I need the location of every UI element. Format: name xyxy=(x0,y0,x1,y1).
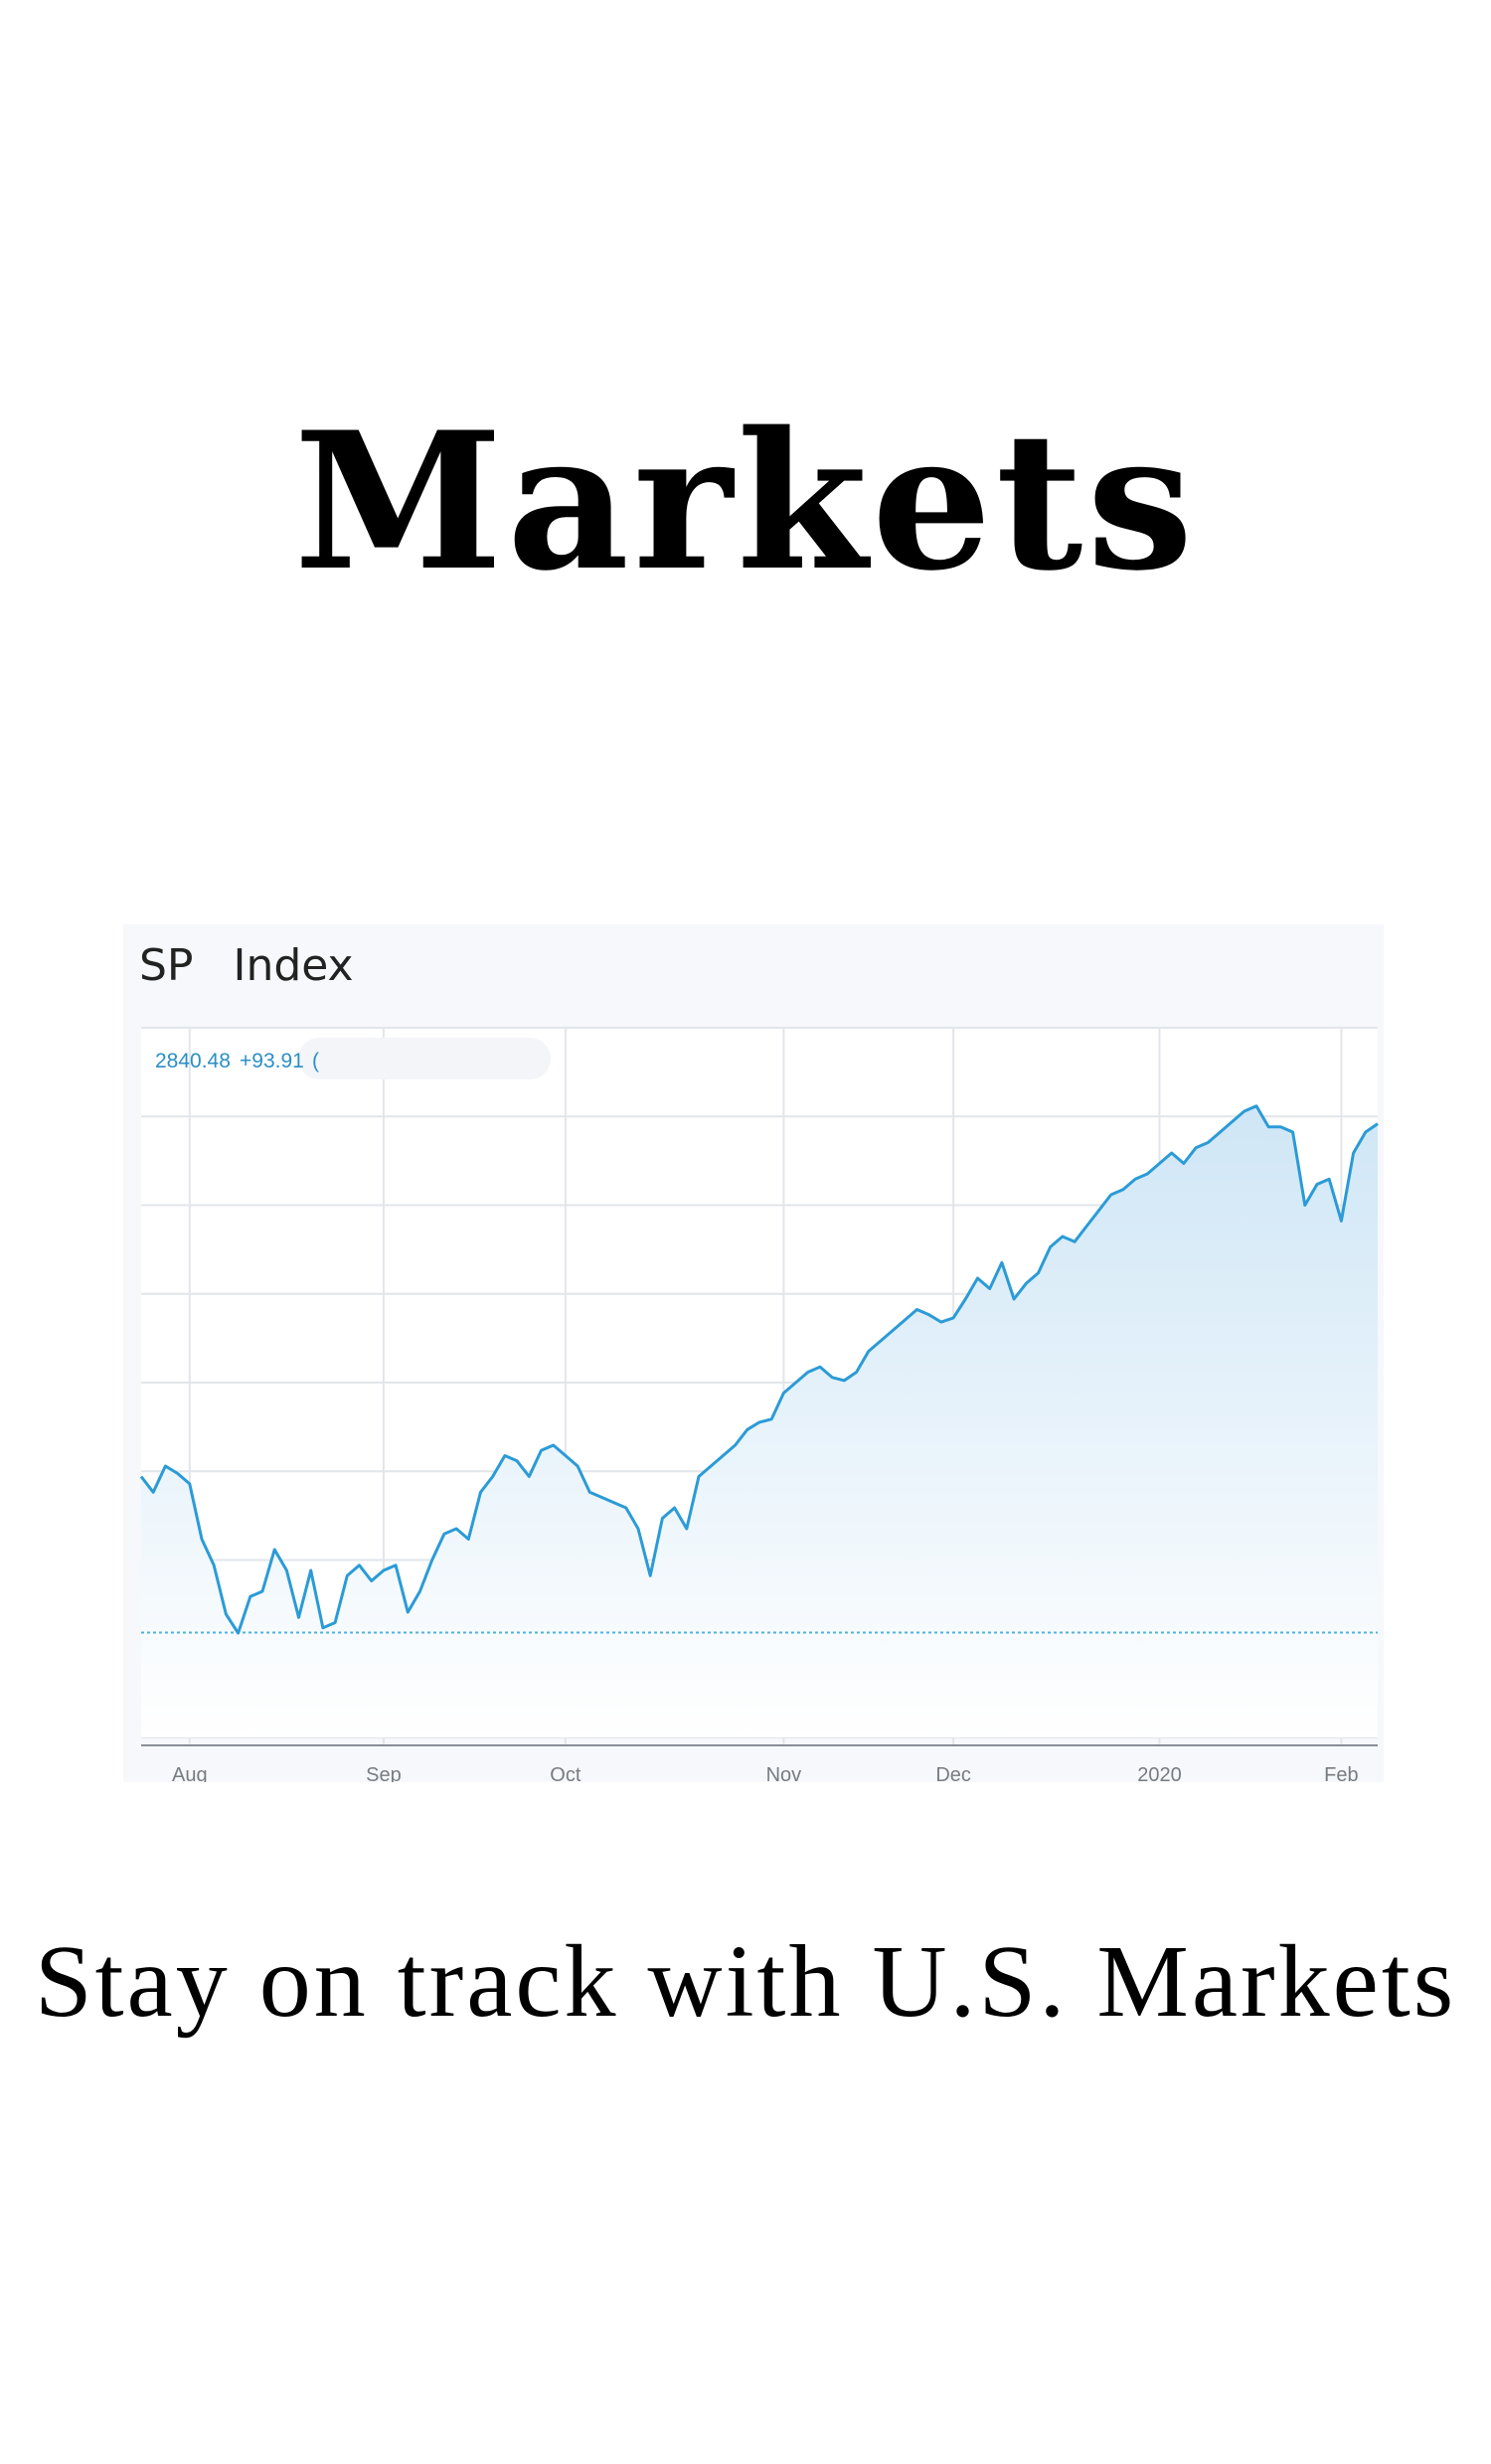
index-chart: Aug Sep Oct Nov Dec 2020 Feb 2840.48 +93.91 ( xyxy=(139,1027,1379,1782)
x-tick-label: Feb xyxy=(1324,1764,1358,1782)
area-fill xyxy=(141,1105,1378,1737)
x-tick-label: Aug xyxy=(172,1764,208,1782)
card-title-ticker: SP xyxy=(139,940,194,991)
x-tick-label: Nov xyxy=(766,1764,802,1782)
quote-paren: ( xyxy=(312,1050,319,1072)
price-line xyxy=(139,1104,1379,1635)
index-chart-card: SP Index Aug Sep Oct Nov Dec 2020 Feb 2840.48 +… xyxy=(123,924,1384,1782)
tagline: Stay on track with U.S. Markets xyxy=(34,1924,1457,2039)
quote-pill-background xyxy=(298,1038,551,1079)
x-tick-label: Oct xyxy=(550,1764,581,1782)
x-tick-label: Dec xyxy=(935,1764,971,1782)
x-axis-labels: Aug Sep Oct Nov Dec 2020 Feb xyxy=(172,1764,1359,1782)
page-title: Markets xyxy=(293,391,1198,612)
x-tick-label: Sep xyxy=(366,1764,402,1782)
card-title: SP Index xyxy=(139,940,354,991)
x-tick-label: 2020 xyxy=(1137,1764,1182,1782)
quote-price: 2840.48 xyxy=(155,1050,231,1072)
card-title-label: Index xyxy=(233,940,354,991)
quote-change: +93.91 xyxy=(240,1050,304,1072)
